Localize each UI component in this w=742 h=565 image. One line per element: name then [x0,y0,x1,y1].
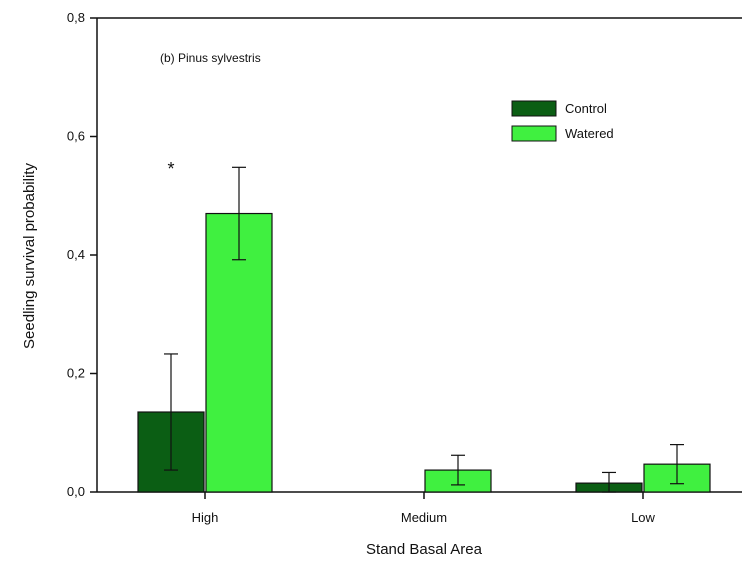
legend-swatch-control [511,100,557,117]
legend-swatch-watered [511,125,557,142]
plot-area: 0,0 0,2 0,4 0,6 0,8 High Medium Low * Control Wate… [67,10,742,525]
x-axis-title: Stand Basal Area [366,541,483,558]
x-tick-label: Low [631,510,655,525]
legend-label-control: Control [565,101,607,116]
x-tick-label: High [192,510,219,525]
y-tick-label: 0,0 [67,484,85,499]
y-tick-label: 0,4 [67,247,85,262]
panel-label: (b) Pinus sylvestris [160,51,261,65]
legend-label-watered: Watered [565,126,614,141]
significance-marker: * [167,159,174,179]
y-tick-label: 0,8 [67,10,85,25]
y-axis-title: Seedling survival probability [21,163,38,349]
y-tick-label: 0,6 [67,129,85,144]
y-tick-label: 0,2 [67,366,85,381]
x-tick-label: Medium [401,510,447,525]
